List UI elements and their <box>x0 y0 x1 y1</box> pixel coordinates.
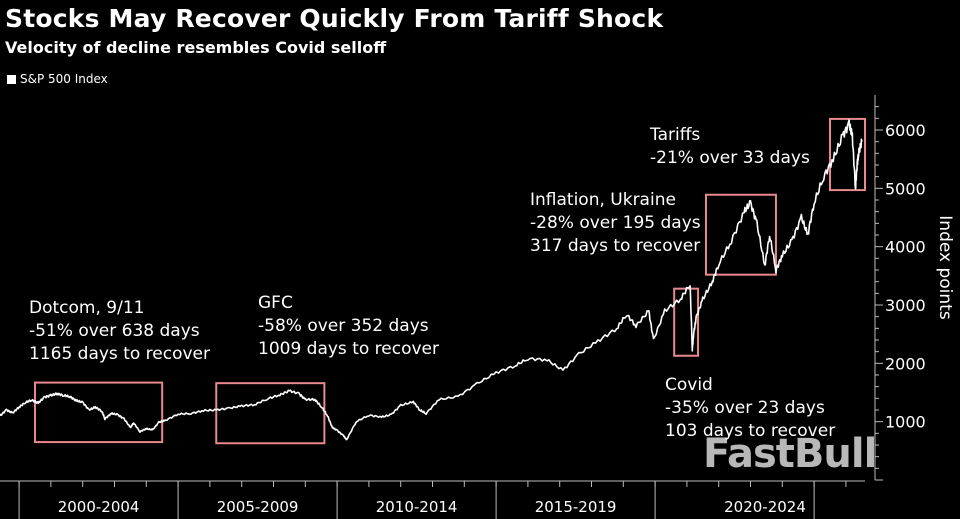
watermark-logo: FastBull <box>703 431 877 477</box>
annotation-line: -58% over 352 days <box>258 316 429 336</box>
annotation-line: -21% over 33 days <box>650 148 810 168</box>
annotation-line: 103 days to recover <box>665 421 836 441</box>
annotation-gfc: GFC -58% over 352 days 1009 days to reco… <box>258 292 439 361</box>
series-line-sp500 <box>0 119 863 441</box>
annotation-line: Tariffs <box>650 125 701 145</box>
legend: S&P 500 Index <box>7 72 108 86</box>
y-tick-label: 3000 <box>885 296 926 315</box>
annotation-line: Inflation, Ukraine <box>530 190 676 210</box>
annotation-line: -51% over 638 days <box>29 321 200 341</box>
x-tick-label: 2005-2009 <box>217 498 299 516</box>
annotation-line: -28% over 195 days <box>530 213 701 233</box>
legend-swatch <box>7 74 16 84</box>
annotation-line: -35% over 23 days <box>665 398 825 418</box>
highlight-box <box>829 117 866 192</box>
annotation-line: 317 days to recover <box>530 236 701 256</box>
annotation-dotcom: Dotcom, 9/11 -51% over 638 days 1165 day… <box>29 297 210 366</box>
annotation-inflation-ukraine: Inflation, Ukraine -28% over 195 days 31… <box>530 189 701 258</box>
legend-label: S&P 500 Index <box>20 72 108 86</box>
y-tick-label: 6000 <box>885 121 926 140</box>
annotation-line: GFC <box>258 293 293 313</box>
y-tick-label: 2000 <box>885 354 926 373</box>
y-axis-label: Index points <box>935 215 955 320</box>
annotation-covid: Covid -35% over 23 days 103 days to reco… <box>665 374 835 443</box>
annotation-tariffs: Tariffs -21% over 33 days <box>650 124 810 170</box>
x-tick-label: 2015-2019 <box>535 498 617 516</box>
chart-subtitle: Velocity of decline resembles Covid sell… <box>5 38 387 57</box>
highlight-box <box>33 381 164 444</box>
annotation-line: Covid <box>665 375 713 395</box>
x-tick-label: 2020-2024 <box>724 498 806 516</box>
x-tick-label: 2000-2004 <box>58 498 140 516</box>
annotation-line: 1009 days to recover <box>258 339 439 359</box>
y-tick-label: 1000 <box>885 413 926 432</box>
annotation-line: 1165 days to recover <box>29 344 210 364</box>
y-tick-label: 4000 <box>885 238 926 257</box>
axes: 1000 2000 3000 4000 5000 6000 Index points 2000… <box>0 95 955 519</box>
highlight-box <box>704 193 777 276</box>
highlight-box <box>215 382 326 445</box>
y-tick-label: 5000 <box>885 179 926 198</box>
x-tick-label: 2010-2014 <box>376 498 458 516</box>
chart-title: Stocks May Recover Quickly From Tariff S… <box>5 4 664 33</box>
annotation-line: Dotcom, 9/11 <box>29 298 145 318</box>
